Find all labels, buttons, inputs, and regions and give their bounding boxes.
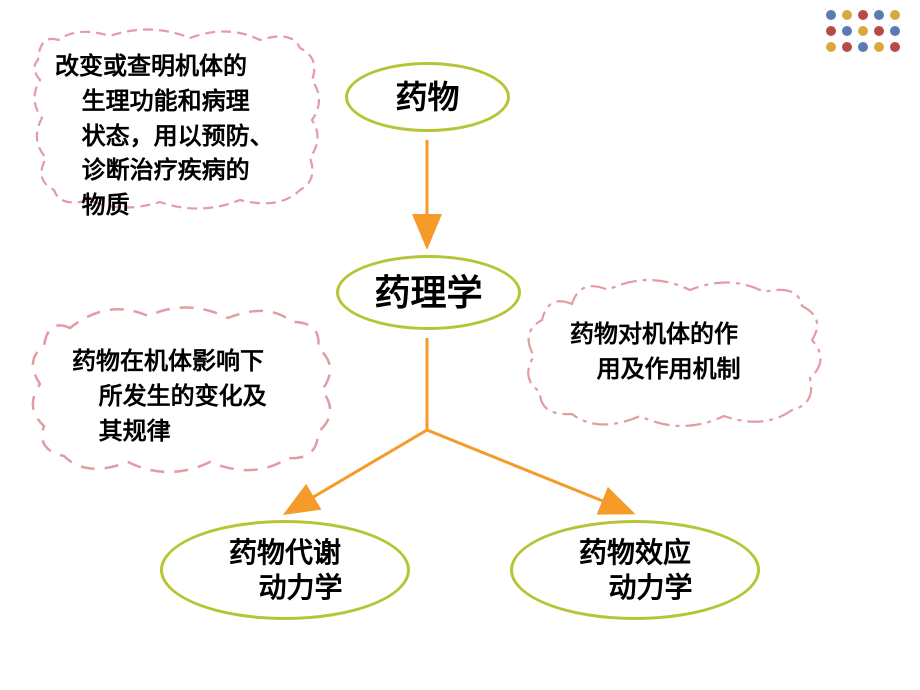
callout-pd-definition: 药物对机体的作 用及作用机制 — [570, 318, 741, 388]
decor-dot — [858, 26, 868, 36]
node-pharmacology: 药理学 — [336, 255, 521, 330]
node-drug: 药物 — [345, 62, 510, 132]
decor-dot — [890, 10, 900, 20]
decor-dot — [826, 10, 836, 20]
callout-drug-definition: 改变或查明机体的 生理功能和病理 状态，用以预防、 诊断治疗疾病的 物质 — [55, 50, 274, 224]
decor-dot — [826, 26, 836, 36]
decor-dot — [858, 42, 868, 52]
node-pharmacokinetics: 药物代谢 动力学 — [160, 520, 410, 620]
arrow-fork-right — [427, 430, 630, 512]
node-pharmacodynamics: 药物效应 动力学 — [510, 520, 760, 620]
decor-dot — [842, 42, 852, 52]
arrow-fork-left — [288, 430, 427, 512]
decor-dot-grid — [826, 10, 900, 52]
decor-dot — [826, 42, 836, 52]
decor-dot — [890, 42, 900, 52]
callout-pk-definition: 药物在机体影响下 所发生的变化及 其规律 — [72, 345, 267, 449]
decor-dot — [890, 26, 900, 36]
decor-dot — [874, 42, 884, 52]
decor-dot — [842, 10, 852, 20]
decor-dot — [874, 26, 884, 36]
decor-dot — [858, 10, 868, 20]
decor-dot — [874, 10, 884, 20]
decor-dot — [842, 26, 852, 36]
